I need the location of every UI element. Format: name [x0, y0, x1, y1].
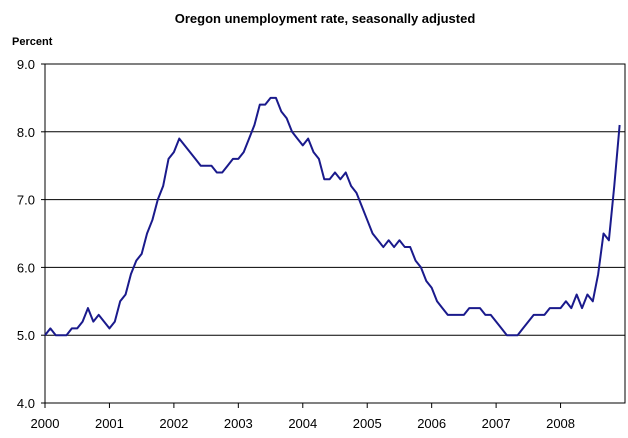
x-tick-label: 2006	[417, 416, 446, 431]
y-axis-label: Percent	[12, 36, 53, 48]
y-tick-label: 6.0	[17, 260, 35, 275]
x-tick-label: 2000	[31, 416, 60, 431]
x-tick-label: 2004	[288, 416, 317, 431]
y-tick-label: 8.0	[17, 125, 35, 140]
x-tick-label: 2007	[482, 416, 511, 431]
y-tick-label: 9.0	[17, 57, 35, 72]
x-tick-label: 2002	[159, 416, 188, 431]
x-tick-label: 2008	[546, 416, 575, 431]
x-tick-label: 2001	[95, 416, 124, 431]
y-tick-label: 5.0	[17, 328, 35, 343]
chart-title: Oregon unemployment rate, seasonally adj…	[175, 11, 476, 26]
x-tick-label: 2005	[353, 416, 382, 431]
plot-area-frame	[44, 63, 626, 404]
x-tick-label: 2003	[224, 416, 253, 431]
y-tick-label: 7.0	[17, 193, 35, 208]
series-line	[44, 96, 621, 337]
y-tick-label: 4.0	[17, 396, 35, 411]
